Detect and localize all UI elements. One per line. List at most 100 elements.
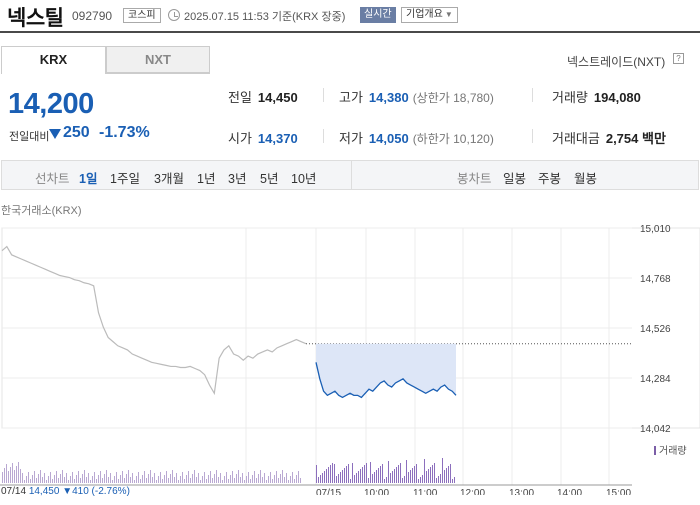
volume-bar: [338, 474, 339, 483]
volume-bar: [6, 464, 7, 483]
period-3y[interactable]: 3년: [228, 172, 247, 186]
stock-header: 넥스틸 092790 코스피 2025.07.15 11:53 기준(KRX 장…: [0, 0, 700, 33]
volume-bars: [2, 458, 455, 483]
stat-high-value: 14,380: [368, 90, 409, 105]
volume-bar: [328, 467, 329, 483]
volume-bar: [364, 465, 365, 483]
candle-weekly[interactable]: 주봉: [538, 172, 562, 186]
volume-bar: [180, 476, 181, 483]
volume-bar: [290, 476, 291, 483]
volume-bar: [216, 470, 217, 483]
volume-bar: [262, 477, 263, 483]
prev-day-summary: 07/14 14,450 ▼410 (-2.76%): [1, 486, 130, 497]
volume-bar: [36, 478, 37, 483]
prev-day-date: 07/14: [1, 486, 27, 497]
volume-bar: [190, 478, 191, 483]
volume-bar: [278, 478, 279, 483]
stat-volume-label: 거래량: [552, 90, 588, 105]
candle-monthly[interactable]: 월봉: [574, 172, 598, 186]
period-10y[interactable]: 10년: [291, 172, 317, 186]
tab-nxt[interactable]: NXT: [106, 46, 210, 73]
period-3m[interactable]: 3개월: [154, 172, 184, 186]
volume-bar: [280, 474, 281, 483]
x-tick-label: 14:00: [557, 488, 582, 495]
current-price: 14,200: [8, 88, 94, 120]
period-1w[interactable]: 1주일: [110, 172, 140, 186]
volume-bar: [376, 470, 377, 483]
volume-bar: [390, 473, 391, 483]
down-triangle-icon: [49, 129, 61, 139]
volume-bar: [440, 474, 441, 483]
volume-bar: [84, 470, 85, 483]
volume-bar: [430, 467, 431, 483]
volume-bar: [396, 467, 397, 483]
volume-bar: [48, 476, 49, 483]
volume-bar: [116, 472, 117, 483]
x-tick-label: 11:00: [413, 488, 438, 495]
volume-bar: [88, 473, 89, 483]
volume-bar: [66, 473, 67, 483]
volume-bar: [60, 474, 61, 483]
volume-bar: [152, 477, 153, 483]
period-5y[interactable]: 5년: [260, 172, 279, 186]
candle-chart-label: 봉차트: [457, 172, 492, 186]
volume-bar: [448, 466, 449, 483]
volume-bar: [26, 476, 27, 483]
volume-bar: [96, 479, 97, 483]
volume-bar: [46, 480, 47, 483]
base-time: 2025.07.15 11:53 기준(KRX 장중): [184, 11, 346, 23]
volume-bar: [354, 475, 355, 483]
volume-bar: [8, 471, 9, 483]
volume-bar: [98, 475, 99, 483]
candle-daily[interactable]: 일봉: [503, 172, 527, 186]
volume-bar: [292, 472, 293, 483]
help-icon[interactable]: ?: [673, 53, 684, 64]
stat-amount-value: 2,754 백만: [605, 131, 666, 146]
volume-bar: [130, 477, 131, 483]
volume-bar: [22, 473, 23, 483]
volume-bar: [72, 472, 73, 483]
nxt-link[interactable]: 넥스트레이드(NXT): [567, 55, 666, 69]
x-tick-label: 13:00: [509, 488, 534, 495]
volume-bar: [378, 468, 379, 483]
volume-bar: [70, 476, 71, 483]
volume-bar: [402, 478, 403, 483]
volume-bar: [192, 474, 193, 483]
exchange-label: 한국거래소(KRX): [1, 205, 82, 217]
volume-bar: [412, 468, 413, 483]
period-1d[interactable]: 1일: [79, 172, 98, 186]
volume-bar: [110, 473, 111, 483]
volume-bar: [182, 472, 183, 483]
volume-bar: [268, 476, 269, 483]
volume-bar: [24, 480, 25, 483]
volume-bar: [230, 475, 231, 483]
y-tick-label: 14,284: [640, 374, 671, 385]
volume-bar: [346, 466, 347, 483]
volume-bar: [4, 468, 5, 483]
volume-bar: [342, 470, 343, 483]
volume-bar: [86, 477, 87, 483]
volume-bar: [208, 475, 209, 483]
volume-bar: [266, 480, 267, 483]
stat-prev-label: 전일: [228, 90, 252, 105]
volume-bar: [94, 472, 95, 483]
volume-bar: [434, 463, 435, 483]
volume-bar: [16, 466, 17, 483]
volume-bar: [358, 471, 359, 483]
period-1y[interactable]: 1년: [197, 172, 216, 186]
volume-bar: [150, 470, 151, 483]
volume-bar: [174, 477, 175, 483]
stat-amount: 거래대금 2,754 백만: [552, 128, 666, 147]
volume-bar: [340, 472, 341, 483]
volume-bar: [34, 471, 35, 483]
company-info-button[interactable]: 기업개요 ▼: [401, 7, 458, 23]
stock-code: 092790: [72, 9, 113, 23]
realtime-badge[interactable]: 실시간: [360, 7, 396, 23]
series-line-prev-day: [1, 245, 307, 396]
volume-bar: [324, 471, 325, 483]
volume-bar: [372, 474, 373, 483]
prev-day-change: ▼410 (-2.76%): [62, 486, 130, 497]
tab-krx[interactable]: KRX: [1, 46, 106, 73]
series-line-today: [315, 362, 457, 399]
